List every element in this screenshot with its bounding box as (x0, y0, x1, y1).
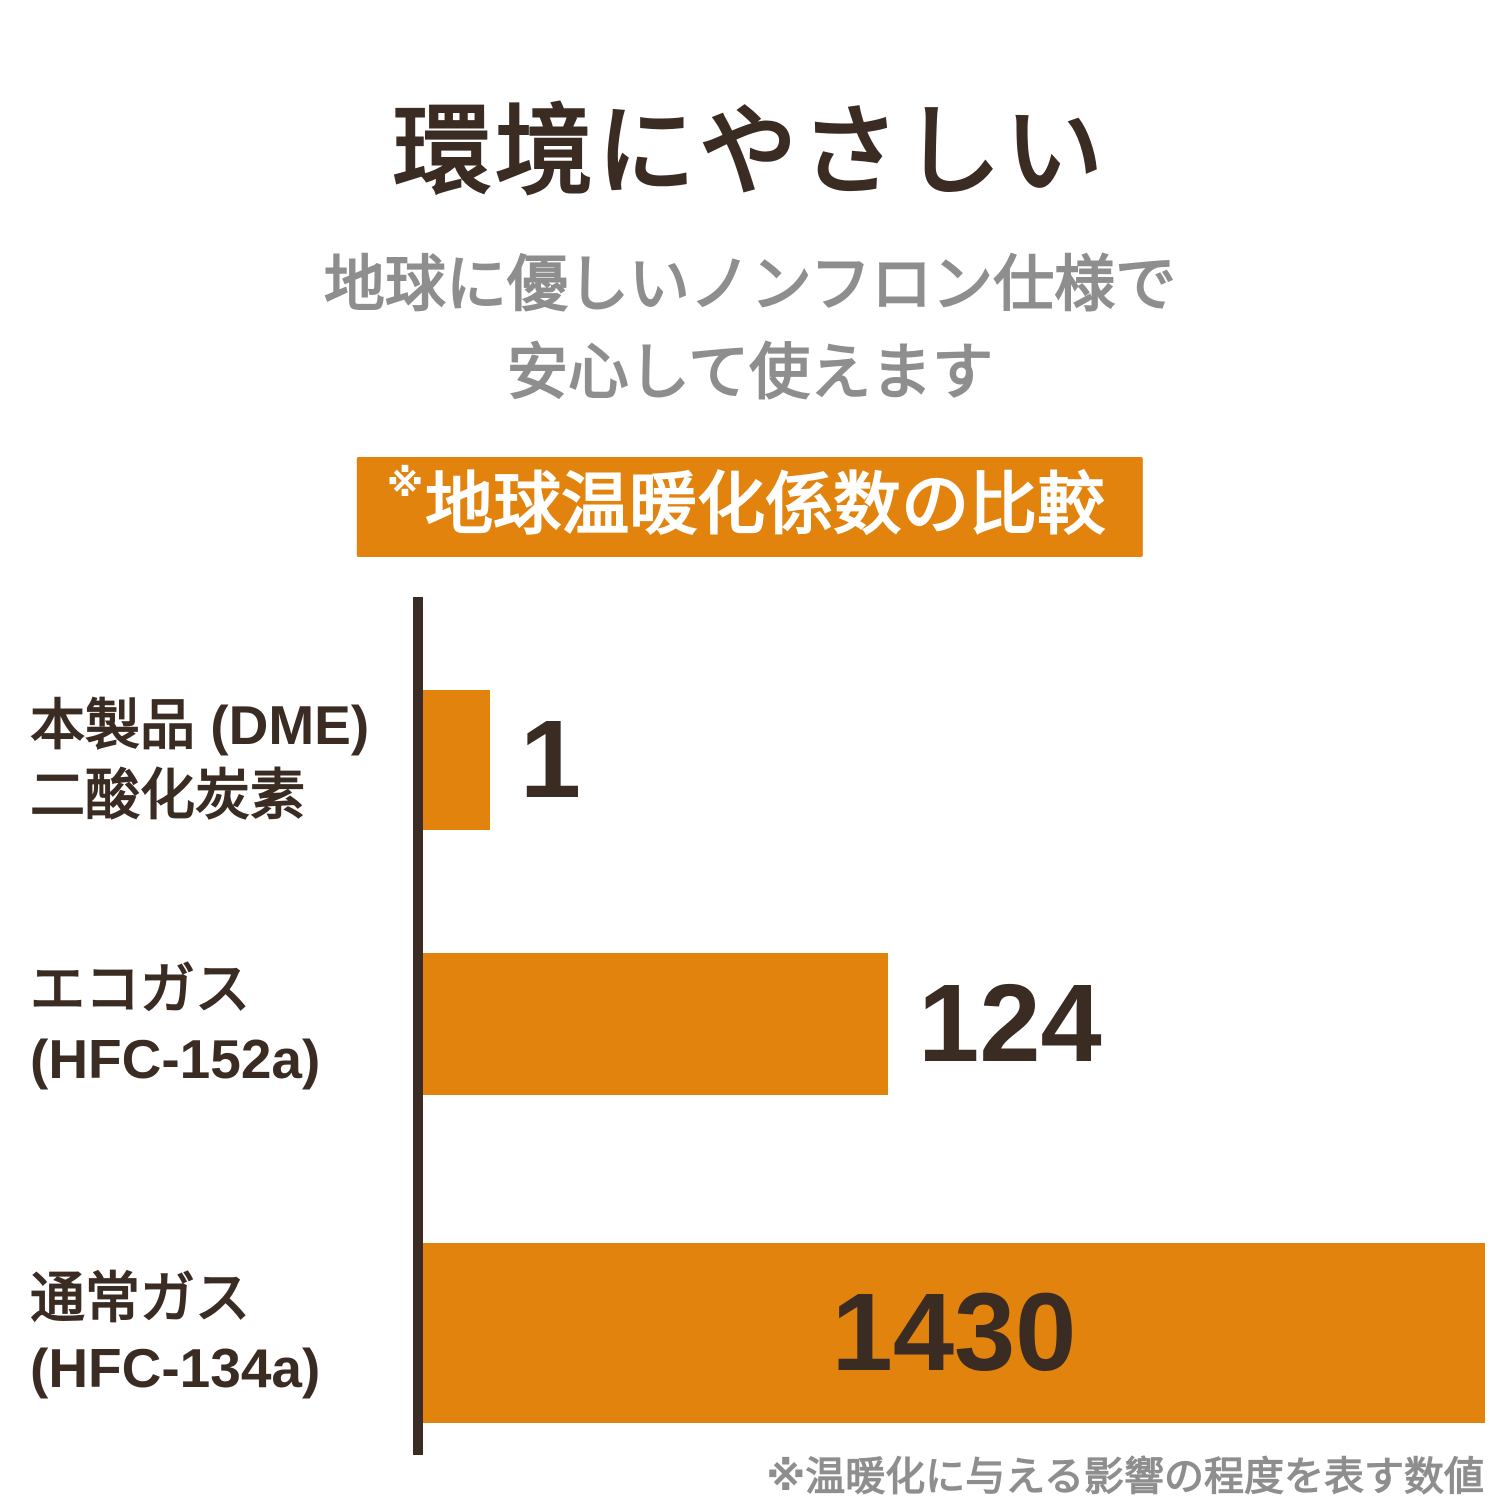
category-label-line-1: 通常ガス (30, 1266, 251, 1329)
bar-track: 1430 (423, 1243, 1485, 1423)
category-label-line-2: 二酸化炭素 (30, 764, 306, 826)
subtitle-line-2: 安心して使えます (506, 338, 994, 407)
bar-track: 1 (423, 690, 1485, 830)
category-label-line-2: (HFC-152a) (30, 1028, 321, 1090)
chart-row-dme: 本製品 (DME) 二酸化炭素 1 (30, 690, 1485, 830)
subtitle: 地球に優しいノンフロン仕様で 安心して使えます (0, 240, 1500, 417)
chart-title-banner: ※地球温暖化係数の比較 (356, 457, 1144, 557)
bar-track: 124 (423, 953, 1485, 1095)
bar-dme (423, 690, 490, 830)
bar-ecogas (423, 953, 889, 1095)
chart-row-normalgas: 通常ガス (HFC-134a) 1430 (30, 1243, 1485, 1423)
y-axis-line (413, 597, 423, 1455)
category-label: エコガス (HFC-152a) (30, 954, 423, 1095)
reference-mark: ※ (386, 462, 424, 504)
footnote: ※温暖化に与える影響の程度を表す数値 (766, 1455, 1484, 1499)
category-label-line-2: (HFC-134a) (30, 1337, 321, 1399)
chart-row-ecogas: エコガス (HFC-152a) 124 (30, 953, 1485, 1095)
value-label-dme: 1 (519, 698, 582, 821)
category-label: 通常ガス (HFC-134a) (30, 1263, 423, 1404)
value-label-normalgas: 1430 (831, 1271, 1077, 1394)
chart-title: 地球温暖化係数の比較 (425, 467, 1106, 543)
category-label: 本製品 (DME) 二酸化炭素 (30, 690, 423, 831)
page-title: 環境にやさしい (392, 96, 1107, 206)
subtitle-line-1: 地球に優しいノンフロン仕様で (323, 250, 1177, 318)
value-label-ecogas: 124 (918, 962, 1102, 1085)
bar-normalgas: 1430 (423, 1243, 1485, 1423)
category-label-line-1: 本製品 (DME) (30, 693, 370, 756)
category-label-line-1: エコガス (30, 957, 251, 1020)
